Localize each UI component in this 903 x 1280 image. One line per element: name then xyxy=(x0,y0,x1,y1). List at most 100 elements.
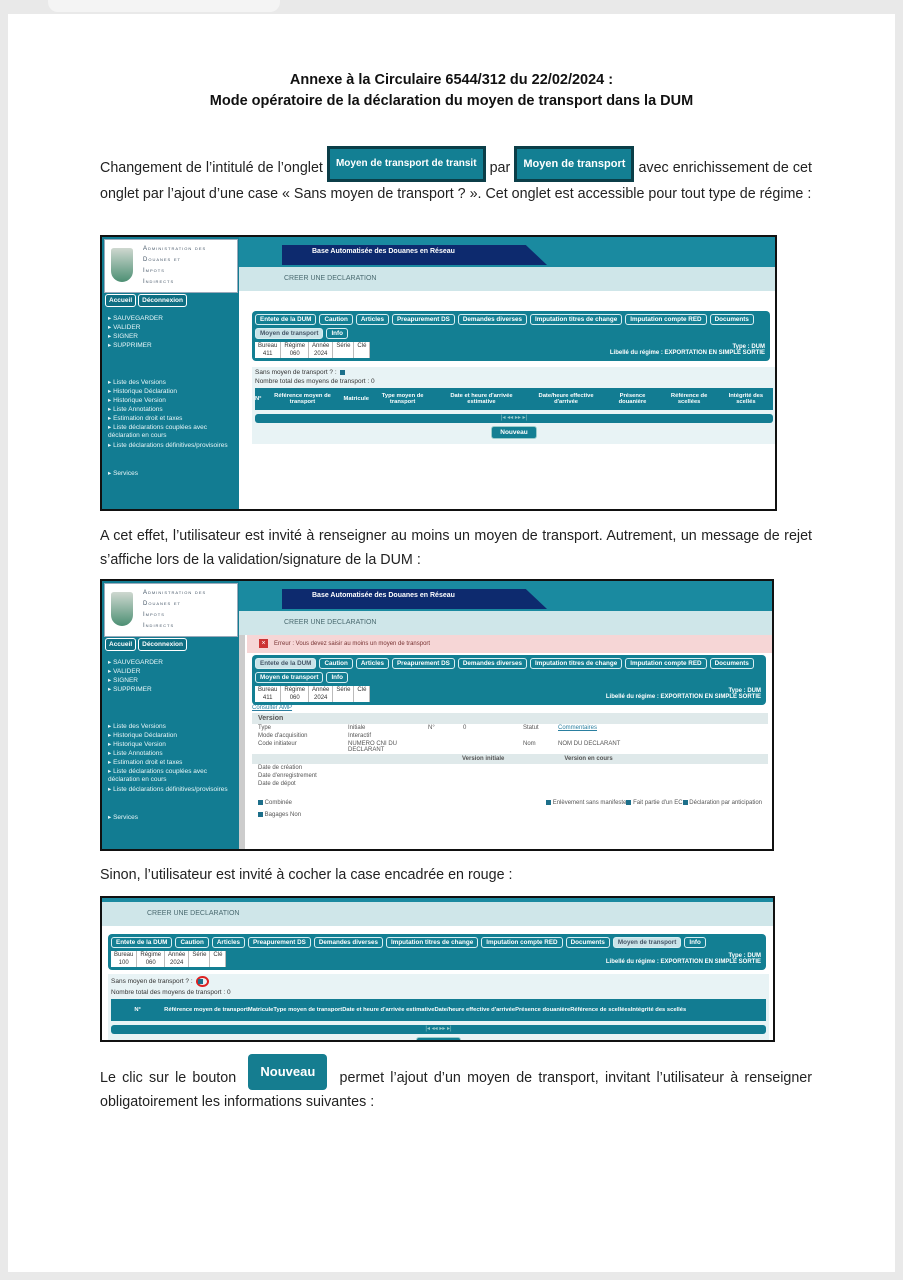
sidebar-link[interactable]: ▸ Liste déclarations définitives/proviso… xyxy=(108,786,228,793)
checkbox-option[interactable]: Combinée xyxy=(258,800,546,806)
tab-demandes-diverses[interactable]: Demandes diverses xyxy=(457,314,527,325)
sidebar-link[interactable]: ▸ Liste déclarations couplées avec décla… xyxy=(108,424,208,439)
sans-moyen-label: Sans moyen de transport ? : xyxy=(255,369,337,376)
tab-preapurement-ds[interactable]: Preapurement DS xyxy=(247,937,311,948)
column-header: Date et heure d'arrivée estimative xyxy=(342,1007,435,1013)
tab-info[interactable]: Info xyxy=(326,672,348,683)
sidebar-link[interactable]: ▸ Historique Version xyxy=(108,397,166,404)
checkbox-icon[interactable] xyxy=(626,800,632,805)
action-supprimer[interactable]: ▸ SUPPRIMER xyxy=(108,342,152,349)
tab-caution[interactable]: Caution xyxy=(175,937,209,948)
sidebar-link[interactable]: ▸ Liste des Versions xyxy=(108,379,166,386)
column-header: Date/heure effective d'arrivée xyxy=(434,1007,516,1013)
checkbox-label: Enlèvement sans manifeste xyxy=(552,800,627,807)
checkbox-option[interactable]: Bagages Non xyxy=(252,806,768,818)
logout-button[interactable]: Déconnexion xyxy=(138,638,187,651)
home-button[interactable]: Accueil xyxy=(105,294,137,307)
tab-info[interactable]: Info xyxy=(684,937,706,948)
action-valider[interactable]: ▸ VALIDER xyxy=(108,324,141,331)
tab-caution[interactable]: Caution xyxy=(319,314,353,325)
nouveau-button[interactable]: Nouveau xyxy=(491,426,537,439)
tab-info[interactable]: Info xyxy=(326,328,348,339)
declaration-id: Bureau Régime Année Série Clé 411 060 2024 xyxy=(255,686,371,702)
action-supprimer[interactable]: ▸ SUPPRIMER xyxy=(108,686,152,693)
tab-articles[interactable]: Articles xyxy=(355,314,389,325)
date-label: Date de dépot xyxy=(258,781,296,787)
tab-entete-de-la-dum[interactable]: Entete de la DUM xyxy=(255,658,317,669)
tab-moyen-de-transport[interactable]: Moyen de transport xyxy=(255,672,324,683)
tab-documents[interactable]: Documents xyxy=(709,314,754,325)
tab-panel: Entete de la DUM Caution Articles Preapurem… xyxy=(252,655,766,705)
screenshot-error-message: Administration des Douanes et Impots Indire… xyxy=(100,579,774,851)
tab-articles[interactable]: Articles xyxy=(355,658,389,669)
nouveau-button[interactable]: Nouveau xyxy=(415,1037,462,1040)
tab-documents[interactable]: Documents xyxy=(709,658,754,669)
home-button[interactable]: Accueil xyxy=(105,638,137,651)
checkbox-option[interactable]: Fait partie d'un EC xyxy=(626,800,683,806)
scrollbar[interactable] xyxy=(239,635,245,849)
logo-line: Indirects xyxy=(143,279,175,285)
banner-title: Base Automatisée des Douanes en Réseau xyxy=(282,589,547,609)
tab-entete-de-la-dum[interactable]: Entete de la DUM xyxy=(255,314,317,325)
version-cell[interactable]: Commentaires xyxy=(558,725,598,731)
title-line-1: Annexe à la Circulaire 6544/312 du 22/02… xyxy=(289,72,614,88)
tab-preapurement-ds[interactable]: Preapurement DS xyxy=(391,658,455,669)
pagination[interactable]: |◂ ◂◂ ▸▸ ▸| xyxy=(111,1025,766,1034)
checkbox-option[interactable]: Déclaration par anticipation xyxy=(682,800,762,806)
action-valider[interactable]: ▸ VALIDER xyxy=(108,668,141,675)
action-signer[interactable]: ▸ SIGNER xyxy=(108,677,138,684)
sans-moyen-checkbox[interactable] xyxy=(195,976,209,987)
checkbox-option[interactable]: Enlèvement sans manifeste xyxy=(546,800,626,806)
tab-caution[interactable]: Caution xyxy=(319,658,353,669)
tab-imputation-compte-red[interactable]: Imputation compte RED xyxy=(481,937,563,948)
sidebar-link[interactable]: ▸ Liste déclarations définitives/proviso… xyxy=(108,442,228,449)
sans-moyen-checkbox[interactable] xyxy=(339,369,345,375)
sidebar-services[interactable]: ▸ Services xyxy=(108,814,138,821)
action-sauvegarder[interactable]: ▸ SAUVEGARDER xyxy=(108,315,163,322)
logo: Administration des Douanes et Impots Indire… xyxy=(104,239,238,293)
checkbox-icon[interactable] xyxy=(258,800,263,805)
screenshot-checkbox-highlight: CREER UNE DECLARATION Entete de la DUM Cau… xyxy=(100,896,775,1042)
tab-documents[interactable]: Documents xyxy=(565,937,610,948)
logo-text: Administration des Douanes et Impots Indire… xyxy=(143,244,206,288)
sidebar-link[interactable]: ▸ Liste Annotations xyxy=(108,406,163,413)
sidebar-services[interactable]: ▸ Services xyxy=(108,470,138,477)
tab-moyen-de-transport[interactable]: Moyen de transport xyxy=(255,328,324,339)
sidebar-link[interactable]: ▸ Liste déclarations couplées avec décla… xyxy=(108,768,208,783)
checkbox-icon[interactable] xyxy=(682,800,688,805)
checkbox-icon[interactable] xyxy=(546,800,552,805)
tab-articles[interactable]: Articles xyxy=(211,937,245,948)
checkbox-icon[interactable] xyxy=(258,812,263,818)
tab-moyen-de-transport[interactable]: Moyen de transport xyxy=(612,937,682,948)
checkbox-label: Combinée xyxy=(264,800,293,807)
sidebar-link[interactable]: ▸ Estimation droit et taxes xyxy=(108,415,183,422)
tab-imputation-compte-red[interactable]: Imputation compte RED xyxy=(625,314,707,325)
sidebar-link[interactable]: ▸ Liste Annotations xyxy=(108,750,163,757)
version-cell xyxy=(428,733,463,739)
logout-button[interactable]: Déconnexion xyxy=(138,294,187,307)
tab-imputation-compte-red[interactable]: Imputation compte RED xyxy=(625,658,707,669)
declaration-id-row: Bureau Régime Année Série Clé 411 060 2024 Type… xyxy=(255,686,763,702)
pagination[interactable]: |◂ ◂◂ ▸▸ ▸| xyxy=(255,414,773,423)
version-cell: NUMERO CNI DU DECLARANT xyxy=(348,741,397,753)
sidebar-link[interactable]: ▸ Historique Version xyxy=(108,741,166,748)
tab-imputation-titres-de-change[interactable]: Imputation titres de change xyxy=(529,658,623,669)
date-label: Date de création xyxy=(258,765,303,771)
tab-imputation-titres-de-change[interactable]: Imputation titres de change xyxy=(529,314,623,325)
tab-demandes-diverses[interactable]: Demandes diverses xyxy=(313,937,383,948)
tab-imputation-titres-de-change[interactable]: Imputation titres de change xyxy=(385,937,479,948)
sidebar-link[interactable]: ▸ Historique Déclaration xyxy=(108,388,178,395)
tab-entete-de-la-dum[interactable]: Entete de la DUM xyxy=(111,937,173,948)
sidebar-link[interactable]: ▸ Estimation droit et taxes xyxy=(108,759,183,766)
total-transport-count: Nombre total des moyens de transport : 0 xyxy=(111,989,231,996)
screenshot-transport-tab: Administration des Douanes et Impots Indire… xyxy=(100,235,777,511)
consulter-amp-link[interactable]: Consulter AMP xyxy=(252,705,293,711)
id-value: 411 xyxy=(255,350,282,358)
tab-preapurement-ds[interactable]: Preapurement DS xyxy=(391,314,455,325)
action-signer[interactable]: ▸ SIGNER xyxy=(108,333,138,340)
tab-demandes-diverses[interactable]: Demandes diverses xyxy=(457,658,527,669)
action-sauvegarder[interactable]: ▸ SAUVEGARDER xyxy=(108,659,163,666)
sidebar-link[interactable]: ▸ Liste des Versions xyxy=(108,723,166,730)
sidebar-link[interactable]: ▸ Historique Déclaration xyxy=(108,732,178,739)
checkbox-row: Combinée Enlèvement sans manifeste Fait … xyxy=(252,800,768,806)
